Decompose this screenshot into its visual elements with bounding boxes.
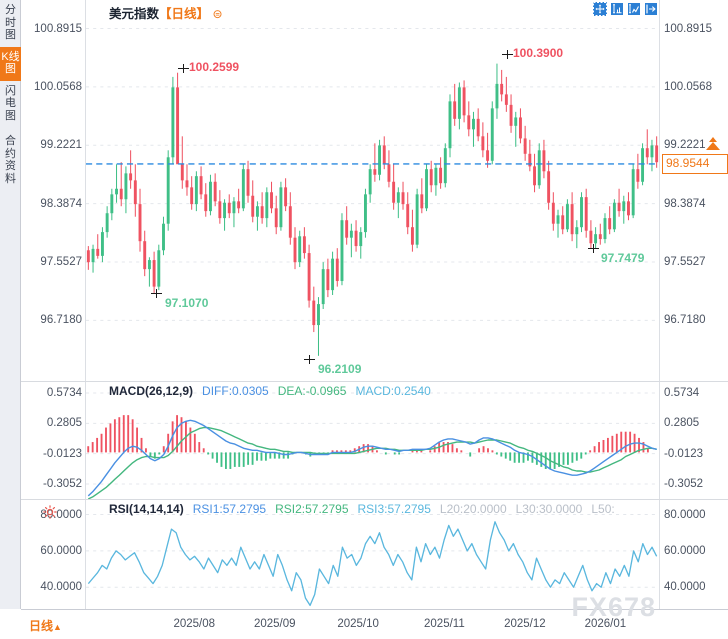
period-badge-label: 日线 <box>29 619 54 633</box>
macd-axis-label-right: -0.0123 <box>664 447 704 460</box>
macd-axis-label-left: -0.3052 <box>42 478 82 490</box>
annotation-high-label: 100.3900 <box>513 46 564 60</box>
time-axis-label: 2025/10 <box>337 618 379 630</box>
price-arrow-icon <box>706 141 720 150</box>
time-axis-label: 2025/11 <box>424 618 465 630</box>
macd-axis-label-left: -0.0123 <box>42 447 82 460</box>
macd-axis-label-right: 0.5734 <box>664 387 700 400</box>
time-axis-label: 2025/12 <box>504 618 546 630</box>
price-axis-label-right: 96.7180 <box>664 314 706 327</box>
price-axis-label-left: 100.0568 <box>34 80 82 93</box>
price-axis-label-right: 99.2221 <box>664 139 706 152</box>
candlestick-plot[interactable] <box>85 0 660 381</box>
period-badge[interactable]: 日线▲ <box>29 617 62 634</box>
rsi-axis-label-right: 60.0000 <box>664 544 706 557</box>
macd-panel: 0.5734 0.2805 -0.0123 -0.3052 0.5734 0.2805 -… <box>21 381 728 499</box>
annotation-high-label: 100.2599 <box>189 60 240 74</box>
price-axis-left: 100.8915 100.0568 99.2221 98.3874 97.5527 96.… <box>21 0 85 381</box>
sidebar-item-kline[interactable]: K线图 <box>0 46 21 81</box>
rsi-axis-label-right: 40.0000 <box>664 581 706 594</box>
sidebar-item-lightning[interactable]: 闪电图 <box>5 84 16 122</box>
expand-right-icon[interactable] <box>644 2 658 16</box>
period-badge-arrow: ▲ <box>53 622 62 632</box>
price-panel: 100.8915 100.0568 99.2221 98.3874 97.5527 96.… <box>21 0 728 381</box>
left-sidebar: 分时图 K线图 闪电图 合约资料 <box>0 0 21 609</box>
macd-axis-label-left: 0.2805 <box>46 417 82 430</box>
time-axis-label: 2025/08 <box>173 618 216 630</box>
sidebar-item-contract-info[interactable]: 合约资料 <box>5 135 16 185</box>
rsi-settings-icon[interactable] <box>43 505 57 519</box>
chart-frame: 美元指数【日线】 ⊜ <box>21 0 728 639</box>
annotation-low-label: 96.2109 <box>318 362 362 376</box>
price-axis-label-left: 99.2221 <box>40 139 82 152</box>
time-axis-labels: 2025/08 2025/09 2025/10 2025/11 2025/12 2026/… <box>85 610 660 639</box>
rsi-axis-label-left: 60.0000 <box>40 544 82 557</box>
price-axis-label-right: 100.8915 <box>664 22 712 35</box>
rsi-axis-label-left: 40.0000 <box>40 581 82 594</box>
macd-axis-label-right: 0.2805 <box>664 417 700 430</box>
price-axis-label-right: 98.3874 <box>664 197 706 210</box>
macd-axis-label-right: -0.3052 <box>664 478 704 490</box>
price-axis-label-left: 98.3874 <box>40 197 82 210</box>
rsi-plot[interactable] <box>85 500 660 609</box>
time-axis-panel: 日线▲ 2025/08 2025/09 2025/10 2025/11 2025/12 2… <box>21 609 728 639</box>
rsi-axis-label-left: 80.0000 <box>40 508 82 521</box>
rsi-axis-right: 80.0000 60.0000 40.0000 <box>660 500 728 609</box>
macd-axis-right: 0.5734 0.2805 -0.0123 -0.3052 <box>660 382 728 499</box>
price-axis-label-right: 100.0568 <box>664 80 712 93</box>
macd-axis-left: 0.5734 0.2805 -0.0123 -0.3052 <box>21 382 85 499</box>
macd-axis-label-left: 0.5734 <box>46 387 82 400</box>
time-axis-label: 2026/01 <box>584 618 627 630</box>
rsi-axis-label-right: 80.0000 <box>664 508 706 521</box>
rsi-axis-left: 80.0000 60.0000 40.0000 <box>21 500 85 609</box>
time-axis-label: 2025/09 <box>253 618 296 630</box>
chart-toolbar <box>593 2 658 16</box>
price-axis-right: 100.8915 100.0568 99.2221 98.3874 97.5527 96.… <box>660 0 728 381</box>
rsi-panel: 80.0000 60.0000 40.0000 80.0000 60.0000 40.0… <box>21 499 728 609</box>
crosshair-move-icon[interactable] <box>593 2 607 16</box>
annotation-low-label: 97.7479 <box>601 251 645 265</box>
macd-plot[interactable] <box>85 382 660 499</box>
measure-vertical-icon[interactable] <box>610 2 624 16</box>
price-axis-label-left: 96.7180 <box>40 314 82 327</box>
price-axis-label-right: 97.5527 <box>664 255 706 268</box>
price-axis-label-left: 97.5527 <box>40 255 82 268</box>
price-arrow-top-icon <box>709 136 717 142</box>
annotation-low-label: 97.1070 <box>165 296 209 310</box>
current-price-tag[interactable]: 98.9544 <box>662 153 728 174</box>
price-axis-label-left: 100.8915 <box>34 22 82 35</box>
sidebar-item-timeshare[interactable]: 分时图 <box>5 4 16 41</box>
measure-chart-icon[interactable] <box>627 2 641 16</box>
